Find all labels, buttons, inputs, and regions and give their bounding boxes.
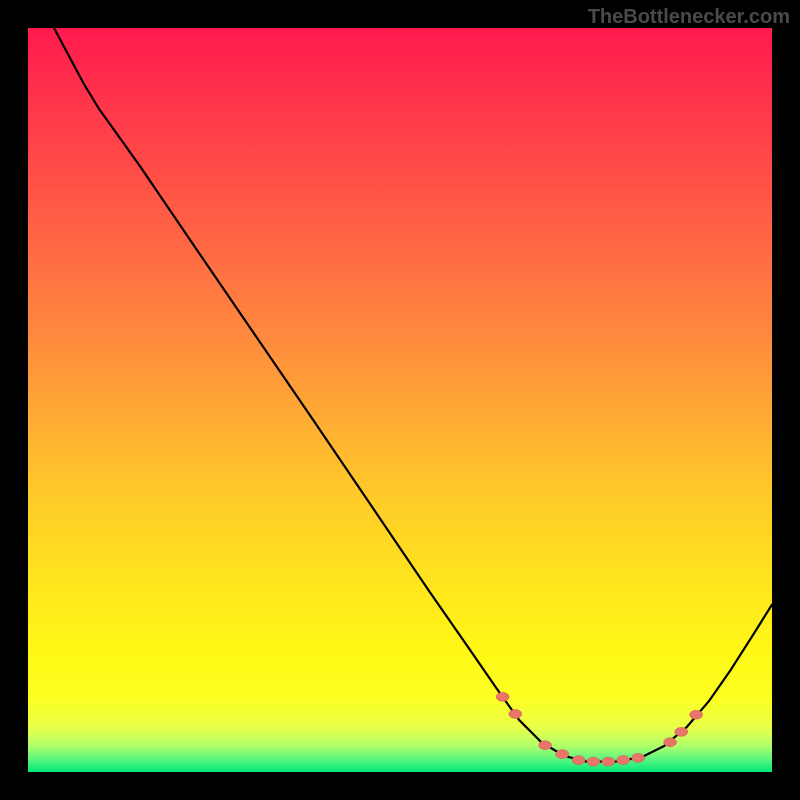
plot-area	[28, 28, 772, 772]
watermark-text: TheBottlenecker.com	[588, 6, 790, 29]
chart-container: { "watermark": { "text": "TheBottlenecke…	[0, 0, 800, 800]
gradient-background	[28, 28, 772, 772]
